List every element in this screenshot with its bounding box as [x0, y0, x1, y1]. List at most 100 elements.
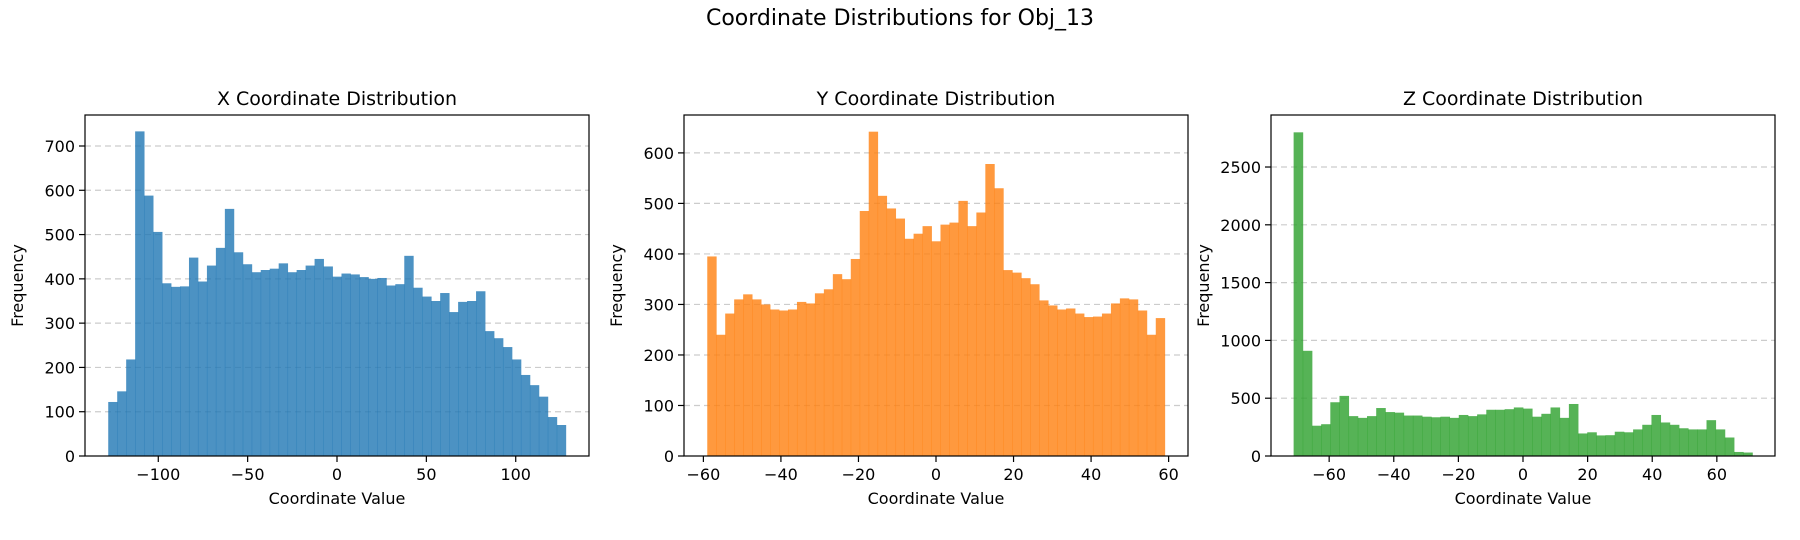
histogram-bar: [153, 231, 163, 456]
histogram-bar: [1458, 414, 1469, 456]
histogram-bar: [323, 266, 333, 456]
y-tick-label: 2500: [1220, 158, 1261, 177]
histogram-bar: [1486, 409, 1496, 456]
histogram-bar: [1596, 435, 1606, 456]
histogram-bar: [251, 272, 262, 456]
histogram-bar: [1155, 318, 1166, 456]
y-tick-label: 400: [643, 245, 674, 264]
histogram-bar: [743, 294, 753, 456]
histogram-bar: [1075, 313, 1085, 456]
histogram-bar: [1513, 407, 1524, 456]
y-tick-label: 100: [44, 403, 75, 422]
figure-title: Coordinate Distributions for Obj_13: [705, 6, 1095, 31]
histogram-bar: [350, 274, 360, 456]
x-tick-label: −60: [1312, 465, 1346, 484]
histogram-bar: [1394, 412, 1405, 456]
histogram-bar: [377, 277, 387, 456]
y-tick-label: 500: [1230, 389, 1261, 408]
histogram-bar: [1101, 313, 1112, 456]
histogram-bar: [386, 285, 396, 456]
histogram-bar: [1449, 417, 1460, 456]
histogram-bar: [529, 385, 540, 456]
histogram-bar: [1550, 407, 1561, 456]
histogram-bar: [188, 257, 199, 456]
histogram-bar: [805, 303, 816, 456]
x-tick-label: 0: [1518, 465, 1528, 484]
y-axis-label: Frequency: [607, 244, 626, 327]
histogram-bar: [296, 270, 307, 456]
histogram-bar: [511, 359, 522, 456]
histogram-bar: [725, 313, 735, 456]
histogram-bar: [1330, 402, 1340, 456]
histogram-bar: [913, 233, 923, 456]
histogram-bar: [895, 218, 906, 456]
histogram-bar: [1128, 299, 1139, 456]
histogram-bar: [1119, 298, 1130, 456]
x-tick-label: 20: [1003, 465, 1023, 484]
histogram-bar: [1422, 416, 1432, 456]
histogram-bar: [814, 293, 825, 456]
histogram-bar: [1495, 409, 1506, 456]
y-tick-label: 1500: [1220, 274, 1261, 293]
histogram-bar: [1587, 432, 1597, 456]
x-tick-label: 60: [1158, 465, 1178, 484]
histogram-bar: [476, 291, 486, 456]
histogram-bar: [868, 131, 879, 456]
histogram-bar: [215, 247, 226, 456]
y-tick-label: 2000: [1220, 216, 1261, 235]
histogram-bar: [162, 283, 172, 456]
histogram-bar: [1688, 429, 1698, 456]
histogram-bar: [1048, 305, 1058, 456]
histogram-bar: [260, 270, 271, 456]
histogram-bar: [787, 309, 798, 456]
histogram-bar: [976, 212, 986, 456]
histogram-bar: [931, 241, 941, 456]
histogram-bar: [1357, 417, 1368, 456]
histogram-bar: [1541, 413, 1551, 456]
x-tick-label: −40: [1377, 465, 1411, 484]
histogram-bar: [1669, 424, 1680, 456]
histogram-bar: [1092, 316, 1103, 456]
histogram-bar: [770, 309, 780, 456]
histogram-bar: [171, 286, 181, 456]
histogram-bar: [1066, 308, 1076, 456]
y-tick-label: 300: [643, 295, 674, 314]
x-tick-label: 20: [1577, 465, 1597, 484]
histogram-bar: [1715, 429, 1726, 456]
histogram-bar: [144, 195, 154, 456]
histogram-bar: [1030, 284, 1040, 456]
histogram-bar: [707, 256, 717, 456]
chart-title: X Coordinate Distribution: [217, 88, 457, 110]
histogram-bar: [752, 299, 762, 456]
histogram-bar: [1440, 416, 1450, 456]
histogram-bar: [278, 263, 289, 456]
chart-panel-1: −100 −50 0 50 100 0 100 200 300 400 500 600 700 X Coo…: [8, 88, 590, 508]
x-tick-label: −50: [231, 465, 265, 484]
histogram-bar: [314, 258, 324, 456]
y-tick-label: 700: [44, 137, 75, 156]
histogram-bar: [1467, 416, 1478, 456]
y-tick-label: 0: [1251, 447, 1261, 466]
histogram-bar: [1431, 417, 1441, 456]
x-tick-label: −60: [687, 465, 721, 484]
histogram-bar: [716, 334, 726, 456]
histogram-bar: [958, 200, 968, 456]
histogram-bar: [449, 312, 459, 456]
histogram-bar: [1523, 408, 1533, 456]
histogram-bar: [1039, 300, 1049, 456]
histogram-bar: [1623, 432, 1634, 456]
histogram-bar: [1678, 428, 1689, 456]
histogram-bar: [117, 391, 127, 456]
chart-title: Y Coordinate Distribution: [816, 88, 1056, 110]
histogram-bar: [1339, 395, 1350, 456]
x-axis-label: Coordinate Value: [269, 489, 406, 508]
histogram-bar: [440, 293, 450, 456]
histogram-bar: [1642, 424, 1652, 456]
histogram-bar: [761, 304, 771, 456]
histogram-bar: [1137, 310, 1148, 456]
histogram-bar: [1578, 433, 1588, 456]
x-axis-label: Coordinate Value: [1455, 489, 1592, 508]
histogram-bar: [556, 425, 567, 456]
histogram-bar: [197, 281, 208, 456]
